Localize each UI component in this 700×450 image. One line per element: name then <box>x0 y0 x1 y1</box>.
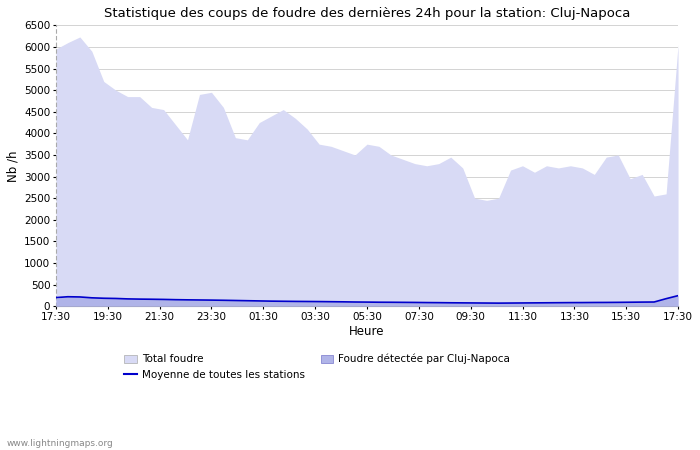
Title: Statistique des coups de foudre des dernières 24h pour la station: Cluj-Napoca: Statistique des coups de foudre des dern… <box>104 7 630 20</box>
X-axis label: Heure: Heure <box>349 324 385 338</box>
Text: www.lightningmaps.org: www.lightningmaps.org <box>7 439 113 448</box>
Legend: Total foudre, Moyenne de toutes les stations, Foudre détectée par Cluj-Napoca: Total foudre, Moyenne de toutes les stat… <box>125 354 510 380</box>
Y-axis label: Nb /h: Nb /h <box>7 150 20 181</box>
